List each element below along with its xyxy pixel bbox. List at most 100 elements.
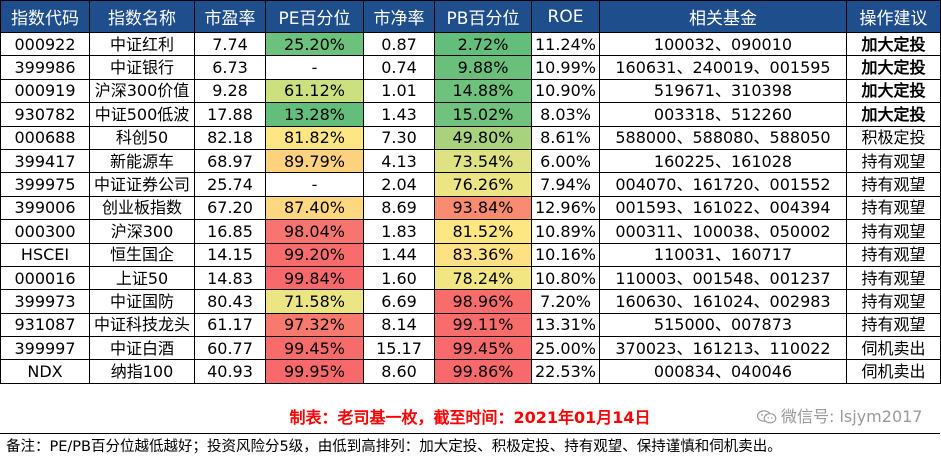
cell-advice: 持有观望 <box>846 312 941 338</box>
cell-roe: 10.99% <box>531 55 600 80</box>
cell-funds: 003318、512260 <box>599 102 847 127</box>
table-row: 000919 沪深300价值 9.28 61.12% 1.01 14.88% 10.90% 5… <box>0 78 941 104</box>
cell-pe: 67.20 <box>194 195 266 221</box>
cell-pe-percentile: 71.58% <box>265 289 364 314</box>
cell-pb-percentile: 99.45% <box>434 336 532 361</box>
table-row: 399975 中证证券公司 25.74-2.04 76.26% 7.94% 004070、… <box>0 172 941 197</box>
cell-roe: 10.80% <box>531 265 600 291</box>
cell-roe: 7.20% <box>531 289 600 314</box>
table-row: 399417 新能源车 68.97 89.79% 4.13 73.54% 6.00% 1602… <box>0 148 941 174</box>
cell-pb-percentile: 81.52% <box>434 219 532 244</box>
cell-pe-percentile: 99.45% <box>265 336 364 361</box>
cell-funds: 000834、040046 <box>599 359 847 384</box>
wechat-icon <box>757 410 777 424</box>
header-pe: 市盈率 <box>194 0 266 33</box>
cell-code: 399975 <box>0 172 90 197</box>
table-row: 000922 中证红利 7.74 25.20% 0.87 2.72% 11.24% 10003… <box>0 31 941 57</box>
cell-funds: 160630、161024、002983 <box>599 289 847 314</box>
cell-pe-percentile: - <box>265 172 364 197</box>
cell-code: NDX <box>0 359 90 384</box>
cell-advice: 伺机卖出 <box>846 359 941 384</box>
cell-pe: 14.83 <box>194 265 266 291</box>
cell-name: 中证科技龙头 <box>89 312 195 338</box>
cell-name: 中证白酒 <box>89 336 195 361</box>
cell-pb: 1.43 <box>363 102 435 127</box>
cell-pe-percentile: 99.84% <box>265 265 364 291</box>
cell-advice: 持有观望 <box>846 219 941 244</box>
cell-advice: 加大定投 <box>846 102 941 127</box>
cell-code: 000688 <box>0 125 90 150</box>
cell-code: 399997 <box>0 336 90 361</box>
table-row: 931087 中证科技龙头 61.17 97.32% 8.14 99.11% 13.31% 5… <box>0 312 941 338</box>
cell-pb: 8.60 <box>363 359 435 384</box>
cell-pe-percentile: 97.32% <box>265 312 364 338</box>
table-row: 399986 中证银行 6.73-0.74 9.88% 10.99% 160631、240… <box>0 55 941 80</box>
cell-name: 中证500低波 <box>89 102 195 127</box>
header-roe: ROE <box>531 0 600 33</box>
cell-pb-percentile: 49.80% <box>434 125 532 150</box>
cell-pb-percentile: 98.96% <box>434 289 532 314</box>
cell-funds: 001593、161022、004394 <box>599 195 847 221</box>
cell-pb-percentile: 73.54% <box>434 148 532 174</box>
cell-code: 399417 <box>0 148 90 174</box>
cell-advice: 持有观望 <box>846 265 941 291</box>
cell-pb-percentile: 93.84% <box>434 195 532 221</box>
table-header-row: 指数代码 指数名称 市盈率 PE百分位 市净率 PB百分位 ROE 相关基金 操作建议 <box>0 0 941 33</box>
footnote: 备注：PE/PB百分位越低越好；投资风险分5级，由低到高排列：加大定投、积极定投… <box>0 433 940 460</box>
cell-pb: 0.87 <box>363 31 435 57</box>
cell-code: 000922 <box>0 31 90 57</box>
table-row: 000688 科创50 82.18 81.82% 7.30 49.80% 8.61% 5880… <box>0 125 941 150</box>
cell-advice: 积极定投 <box>846 125 941 150</box>
table-caption: 制表：老司基一枚，截至时间：2021年01月14日 <box>289 408 651 427</box>
cell-pe: 60.77 <box>194 336 266 361</box>
cell-code: HSCEI <box>0 242 90 267</box>
cell-pb-percentile: 83.36% <box>434 242 532 267</box>
header-advice: 操作建议 <box>846 0 941 33</box>
cell-pe: 68.97 <box>194 148 266 174</box>
cell-pe-percentile: 13.28% <box>265 102 364 127</box>
cell-funds: 110003、001548、001237 <box>599 265 847 291</box>
cell-name: 新能源车 <box>89 148 195 174</box>
cell-pe: 40.93 <box>194 359 266 384</box>
cell-pb: 1.01 <box>363 78 435 104</box>
cell-name: 科创50 <box>89 125 195 150</box>
valuation-table-container: 指数代码 指数名称 市盈率 PE百分位 市净率 PB百分位 ROE 相关基金 操作建议 0009… <box>0 0 941 384</box>
cell-pb-percentile: 14.88% <box>434 78 532 104</box>
cell-code: 399973 <box>0 289 90 314</box>
header-pe-percentile: PE百分位 <box>265 0 364 33</box>
cell-code: 930782 <box>0 102 90 127</box>
cell-pe-percentile: 25.20% <box>265 31 364 57</box>
cell-pb: 1.60 <box>363 265 435 291</box>
cell-pb-percentile: 9.88% <box>434 55 532 80</box>
cell-pb-percentile: 15.02% <box>434 102 532 127</box>
cell-advice: 持有观望 <box>846 172 941 197</box>
cell-pe: 82.18 <box>194 125 266 150</box>
cell-pe-percentile: 99.20% <box>265 242 364 267</box>
cell-roe: 6.00% <box>531 148 600 174</box>
cell-pb-percentile: 99.86% <box>434 359 532 384</box>
cell-pb: 8.69 <box>363 195 435 221</box>
cell-code: 000016 <box>0 265 90 291</box>
cell-advice: 持有观望 <box>846 195 941 221</box>
cell-funds: 515000、007873 <box>599 312 847 338</box>
cell-advice: 加大定投 <box>846 31 941 57</box>
header-pb: 市净率 <box>363 0 435 33</box>
cell-pb: 6.69 <box>363 289 435 314</box>
table-row: 000300 沪深300 16.85 98.04% 1.83 81.52% 10.89% 00… <box>0 219 941 244</box>
cell-roe: 8.03% <box>531 102 600 127</box>
cell-name: 上证50 <box>89 265 195 291</box>
cell-roe: 7.94% <box>531 172 600 197</box>
cell-name: 中证银行 <box>89 55 195 80</box>
cell-name: 纳指100 <box>89 359 195 384</box>
cell-funds: 370023、161213、110022 <box>599 336 847 361</box>
header-funds: 相关基金 <box>599 0 847 33</box>
cell-pe-percentile: 87.40% <box>265 195 364 221</box>
cell-funds: 000311、100038、050002 <box>599 219 847 244</box>
table-body: 000922 中证红利 7.74 25.20% 0.87 2.72% 11.24% 10003… <box>0 31 941 384</box>
header-name: 指数名称 <box>89 0 195 33</box>
cell-funds: 160631、240019、001595 <box>599 55 847 80</box>
cell-advice: 伺机卖出 <box>846 336 941 361</box>
cell-pe: 16.85 <box>194 219 266 244</box>
cell-funds: 110031、160717 <box>599 242 847 267</box>
cell-pb: 2.04 <box>363 172 435 197</box>
